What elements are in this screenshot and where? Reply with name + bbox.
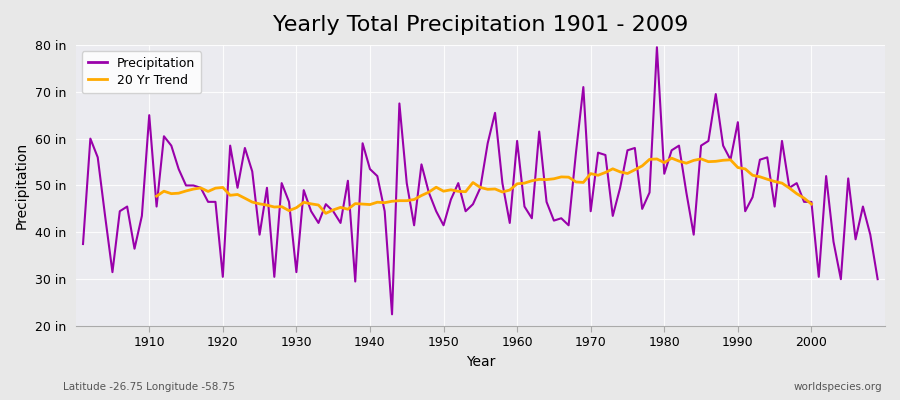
Precipitation <box>77 242 88 246</box>
Precipitation <box>387 312 398 317</box>
Precipitation <box>343 178 354 183</box>
20 Yr Trend <box>615 170 626 174</box>
Precipitation <box>652 45 662 50</box>
Legend: Precipitation, 20 Yr Trend: Precipitation, 20 Yr Trend <box>82 51 202 93</box>
Title: Yearly Total Precipitation 1901 - 2009: Yearly Total Precipitation 1901 - 2009 <box>273 15 688 35</box>
Precipitation <box>519 204 530 209</box>
20 Yr Trend <box>151 194 162 198</box>
Text: Latitude -26.75 Longitude -58.75: Latitude -26.75 Longitude -58.75 <box>63 382 235 392</box>
Precipitation <box>872 277 883 282</box>
Precipitation <box>512 138 523 143</box>
Text: worldspecies.org: worldspecies.org <box>794 382 882 392</box>
20 Yr Trend <box>725 158 736 162</box>
20 Yr Trend <box>666 156 677 160</box>
Precipitation <box>137 214 148 218</box>
Precipitation <box>298 188 309 192</box>
20 Yr Trend <box>239 196 250 201</box>
Y-axis label: Precipitation: Precipitation <box>15 142 29 229</box>
Precipitation <box>608 214 618 218</box>
X-axis label: Year: Year <box>465 355 495 369</box>
20 Yr Trend <box>357 202 368 206</box>
20 Yr Trend <box>320 211 331 216</box>
20 Yr Trend <box>806 202 817 206</box>
20 Yr Trend <box>710 159 721 164</box>
Line: Precipitation: Precipitation <box>83 47 878 314</box>
Line: 20 Yr Trend: 20 Yr Trend <box>157 158 812 213</box>
20 Yr Trend <box>791 191 802 196</box>
